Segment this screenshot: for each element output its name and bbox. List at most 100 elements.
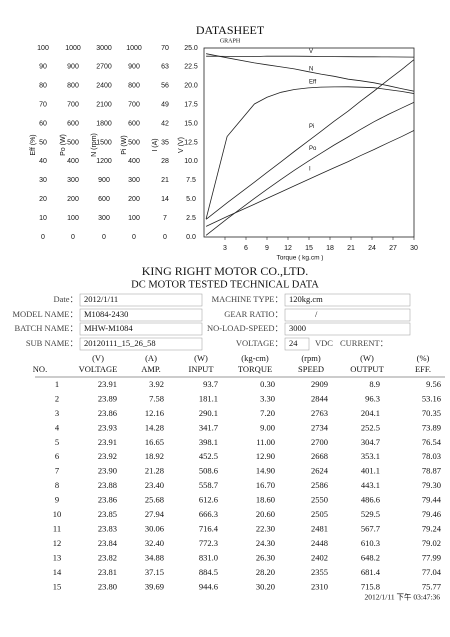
- x-tick-label: 12: [284, 245, 292, 252]
- y-tick-label: 0: [71, 234, 75, 241]
- cell: 3.30: [260, 393, 275, 403]
- y-tick-label: 0: [163, 234, 167, 241]
- row-number: 12: [53, 538, 62, 548]
- y-tick-label: 15.0: [184, 120, 198, 127]
- cell: 666.3: [199, 509, 218, 519]
- row-number: 2: [55, 393, 59, 403]
- cell: 2310: [311, 581, 328, 591]
- cell: 567.7: [361, 523, 380, 533]
- y-axis-label: I (A): [152, 138, 159, 151]
- y-tick-label: 600: [128, 120, 140, 127]
- cell: 79.46: [422, 509, 441, 519]
- cell: 53.16: [422, 393, 441, 403]
- y-tick-label: 400: [67, 158, 79, 165]
- y-tick-label: 80: [39, 83, 47, 90]
- cell: 30.06: [145, 523, 164, 533]
- y-tick-label: 56: [161, 83, 169, 90]
- info-field: [79, 293, 203, 307]
- cell: 0.30: [260, 379, 275, 389]
- cell: 715.8: [361, 581, 380, 591]
- cell: 77.99: [422, 552, 441, 562]
- row-number: 15: [53, 581, 62, 591]
- cell: 2909: [311, 379, 328, 389]
- y-tick-label: 1000: [126, 45, 142, 52]
- y-tick-label: 7.5: [186, 177, 196, 184]
- y-tick-label: 200: [128, 196, 140, 203]
- curve: [205, 59, 414, 220]
- y-tick-label: 25.0: [184, 45, 198, 52]
- column-header: NO.: [33, 364, 47, 374]
- cell: 18.92: [145, 451, 164, 461]
- cell: 2481: [311, 523, 328, 533]
- x-tick-label: 9: [265, 245, 269, 252]
- column-header: VOLTAGE: [79, 364, 118, 374]
- column-header: EFF.: [415, 364, 431, 374]
- info-label: MACHINE TYPE：: [212, 294, 283, 304]
- column-header: SPEED: [298, 364, 324, 374]
- y-tick-label: 700: [128, 102, 140, 109]
- y-tick-label: 500: [128, 139, 140, 146]
- y-tick-label: 22.5: [184, 64, 198, 71]
- info-value: 120kg.cm: [289, 294, 323, 304]
- cell: 18.60: [256, 495, 275, 505]
- cell: 2763: [311, 408, 328, 418]
- y-tick-label: 1500: [96, 139, 112, 146]
- cell: 2734: [311, 422, 329, 432]
- x-tick-label: 18: [326, 245, 334, 252]
- y-tick-label: 10.0: [184, 158, 198, 165]
- curve-label: Po: [309, 146, 317, 152]
- column-unit: (V): [92, 353, 104, 363]
- y-tick-label: 1000: [65, 45, 81, 52]
- cell: 398.1: [199, 437, 218, 447]
- y-tick-label: 14: [161, 196, 169, 203]
- y-tick-label: 70: [161, 45, 169, 52]
- cell: 23.88: [98, 480, 117, 490]
- info-field: [284, 322, 411, 336]
- cell: 23.86: [98, 408, 117, 418]
- y-tick-label: 0: [41, 234, 45, 241]
- cell: 23.92: [98, 451, 117, 461]
- y-tick-label: 2100: [96, 102, 112, 109]
- plot-curves: [205, 53, 414, 236]
- cell: 831.0: [199, 552, 218, 562]
- cell: 452.5: [199, 451, 218, 461]
- cell: 79.44: [422, 495, 442, 505]
- y-tick-label: 900: [128, 64, 140, 71]
- y-tick-label: 200: [67, 196, 79, 203]
- cell: 2550: [311, 495, 328, 505]
- cell: 39.69: [145, 581, 164, 591]
- row-number: 14: [53, 567, 62, 577]
- column-header: AMP.: [141, 364, 161, 374]
- y-tick-label: 40: [39, 158, 47, 165]
- cell: 2700: [311, 437, 328, 447]
- y-tick-label: 100: [37, 45, 49, 52]
- column-header: TORQUE: [238, 364, 272, 374]
- info-field: [284, 308, 411, 322]
- cell: 23.89: [98, 393, 117, 403]
- info-label: BATCH NAME：: [14, 323, 78, 333]
- cell: 9.00: [260, 422, 275, 432]
- y-tick-label: 2700: [96, 64, 112, 71]
- x-tick-label: 21: [347, 245, 355, 252]
- cell: 884.5: [199, 567, 218, 577]
- cell: 648.2: [361, 552, 380, 562]
- cell: 75.77: [422, 581, 441, 591]
- y-tick-label: 49: [161, 102, 169, 109]
- row-number: 1: [55, 379, 59, 389]
- cell: 26.30: [256, 552, 275, 562]
- info-value: /: [315, 309, 318, 319]
- column-unit: (A): [145, 353, 157, 363]
- y-tick-label: 700: [67, 102, 79, 109]
- y-axis-label: Eff (%): [30, 134, 37, 155]
- column-header: OUTPUT: [350, 364, 384, 374]
- cell: 20.60: [256, 509, 275, 519]
- row-number: 8: [55, 480, 59, 490]
- cell: 23.91: [98, 379, 117, 389]
- column-unit: (W): [194, 353, 208, 363]
- y-tick-label: 600: [98, 196, 110, 203]
- cell: 23.82: [98, 552, 117, 562]
- y-tick-label: 400: [128, 158, 140, 165]
- column-unit: (kg-cm): [241, 353, 269, 363]
- y-tick-label: 50: [39, 139, 47, 146]
